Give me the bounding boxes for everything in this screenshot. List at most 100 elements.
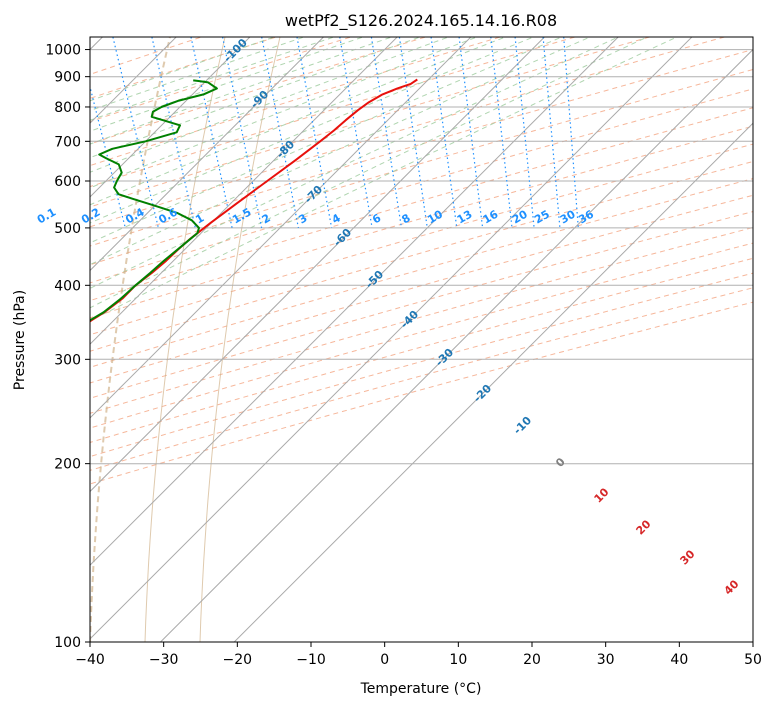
mixing-ratio-label: 2 [260,211,273,226]
dry-adiabat [90,143,753,336]
plot-frame [89,36,754,643]
mixing-ratio-line [563,37,579,228]
moist-adiabat [90,37,507,206]
mixing-ratio-label: 4 [330,211,343,226]
x-tick-label: 40 [670,652,688,668]
moist-adiabat-label: 20 [634,517,654,537]
moist-adiabat [90,37,306,112]
dry-adiabat [90,242,753,429]
dry-adiabat [90,301,753,485]
dry-adiabat [90,287,753,471]
y-tick-label: 900 [54,70,81,86]
mixing-ratio-line [296,37,333,229]
moist-adiabat [90,37,479,189]
dry-adiabat-label: -50 [363,268,386,291]
dry-adiabat [90,160,753,352]
moist-adiabat-label: 30 [678,547,698,567]
moist-adiabat-label: 0 [553,455,568,470]
dendritic-curve [199,37,281,642]
mixing-ratio-label: 0.2 [79,205,102,226]
isotherm-line [159,48,753,642]
dry-adiabat-label: -60 [331,226,354,249]
isotherm-line [90,37,177,124]
moist-adiabat [90,37,564,244]
x-tick-label: 0 [380,652,389,668]
moist-adiabat [90,37,535,224]
background-lines [90,37,753,642]
mixing-ratio-label: 25 [532,208,552,227]
dendritic-curve [90,37,171,642]
isotherm-line [90,37,546,493]
dry-adiabat [90,88,753,284]
dry-adiabat [90,272,753,458]
moist-adiabat [90,37,365,132]
x-tick-label: −30 [149,652,179,668]
x-axis: −40 −30 −20 −10 0 10 20 30 40 50 [75,642,762,668]
dry-adiabat [90,48,753,247]
mixing-ratio-label: 0.6 [156,205,180,226]
y-axis-label: Pressure (hPa) [12,290,28,390]
y-tick-label: 400 [54,278,81,294]
isotherm-line [90,37,398,345]
chart-title: wetPf2_S126.2024.165.14.16.R08 [285,11,557,31]
mixing-ratio-label: 16 [481,207,501,226]
x-tick-label: −10 [296,652,326,668]
dry-adiabat [90,37,428,145]
dry-adiabat [90,211,753,399]
moist-adiabat-label: 40 [722,577,742,597]
y-axis: 1000 900 800 700 600 500 400 300 200 100 [45,43,90,651]
x-tick-label: 30 [597,652,615,668]
mixing-ratio-line [31,37,81,228]
x-tick-label: 20 [523,652,541,668]
isotherm-line [90,37,619,566]
y-tick-label: 700 [54,134,81,150]
y-tick-label: 500 [54,221,81,237]
y-tick-label: 600 [54,174,81,190]
isotherm-line [233,122,753,642]
y-tick-label: 1000 [45,43,81,59]
y-tick-label: 100 [54,635,81,651]
moist-adiabat [90,37,679,322]
dendritic-curve [144,37,226,642]
mixing-ratio-lines [0,37,579,229]
dry-adiabat [90,178,753,368]
x-tick-label: 50 [744,652,762,668]
mixing-ratio-label: 0.4 [123,205,147,226]
mixing-ratio-line [490,37,513,228]
mixing-ratio-line [261,37,299,229]
dry-adiabat [90,37,503,167]
mixing-ratio-line [0,37,37,228]
y-tick-label: 300 [54,352,81,368]
dry-adiabat [90,107,753,302]
dry-adiabat-label: -100 [221,36,250,65]
isotherm-line [90,37,472,419]
mixing-ratio-line [430,37,458,228]
y-tick-label: 800 [54,100,81,116]
dry-adiabat [90,226,753,414]
isotherm-line [90,37,251,198]
dry-adiabat [90,257,753,443]
dry-adiabat [90,68,753,266]
mixing-ratio-line [151,37,196,229]
x-tick-label: −20 [223,652,253,668]
moist-adiabat [90,37,649,309]
isotherm-line [90,37,325,272]
dry-adiabat [90,125,753,319]
dewpoint-profile [90,79,218,322]
mixing-ratio-line [112,37,159,229]
mixing-ratio-label: 30 [558,207,578,226]
mixing-ratio-line [514,37,535,228]
mixing-ratio-line [458,37,484,228]
y-tick-label: 200 [54,457,81,473]
mixing-ratio-label: 20 [510,207,530,226]
mixing-ratio-line [370,37,403,228]
dry-adiabat [90,37,727,228]
mixing-ratio-line [90,84,126,229]
x-axis-label: Temperature (°C) [360,681,482,697]
moist-adiabat [90,37,592,266]
moist-adiabat-label: 10 [592,485,612,505]
mixing-ratio-line [190,37,233,229]
mixing-ratio-line [542,37,561,228]
x-tick-label: 10 [449,652,467,668]
